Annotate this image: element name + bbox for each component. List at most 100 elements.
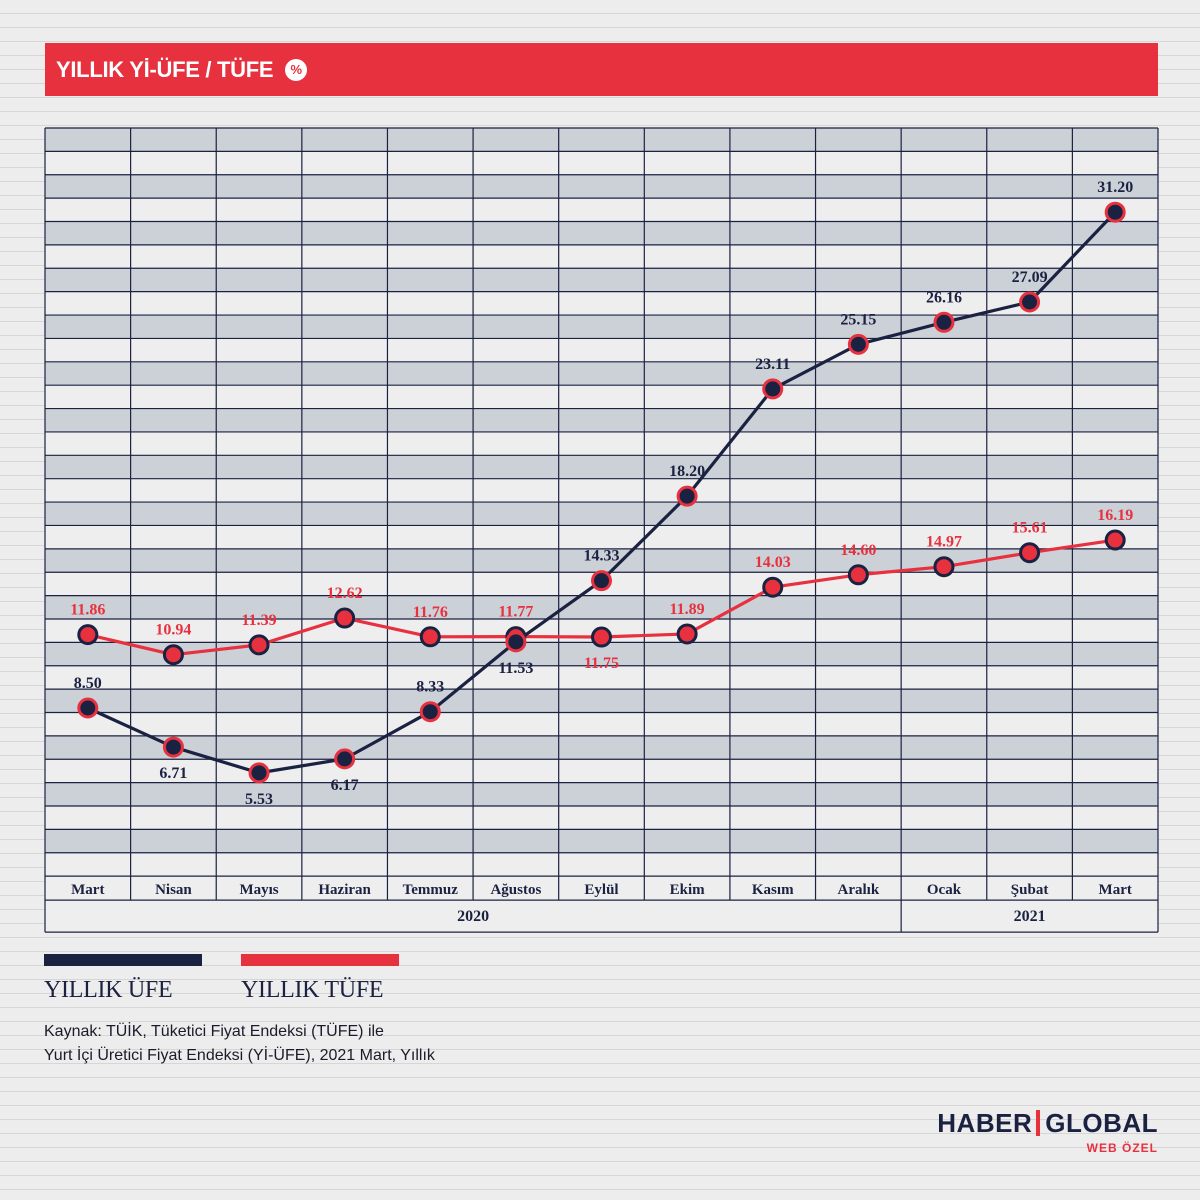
x-tick-label: Kasım	[752, 882, 794, 898]
tufe-point	[77, 624, 99, 646]
grid-row	[45, 174, 1158, 199]
year-label: 2020	[457, 908, 489, 925]
tufe-point	[248, 634, 270, 656]
ufe-data-label: 6.17	[331, 777, 359, 794]
tufe-point	[419, 626, 441, 648]
grid-row	[45, 338, 1158, 362]
percent-icon: %	[285, 58, 308, 81]
ufe-data-label: 25.15	[840, 311, 876, 328]
grid-row	[45, 548, 1158, 573]
ufe-data-label: 26.16	[926, 289, 962, 306]
grid-row	[45, 128, 1158, 152]
x-tick-label: Haziran	[318, 882, 371, 898]
ufe-data-label: 11.53	[498, 660, 533, 677]
ufe-point	[419, 701, 441, 723]
ufe-point	[505, 631, 527, 653]
grid-row	[45, 525, 1158, 549]
legend-swatch-tufe	[241, 954, 399, 966]
tufe-point	[162, 644, 184, 666]
grid-row	[45, 735, 1158, 760]
tufe-data-label: 11.86	[70, 602, 105, 619]
grid-row	[45, 151, 1158, 175]
x-tick-label: Aralık	[838, 882, 880, 898]
grid-row	[45, 782, 1158, 807]
grid-row	[45, 712, 1158, 736]
grid-row	[45, 244, 1158, 269]
tufe-data-label: 14.03	[755, 554, 791, 571]
grid-row	[45, 665, 1158, 690]
tufe-point	[676, 623, 698, 645]
grid-row	[45, 689, 1158, 713]
grid-row	[45, 315, 1158, 339]
grid-row	[45, 268, 1158, 292]
x-tick-label: Mayıs	[239, 882, 278, 898]
tufe-point	[1104, 529, 1126, 551]
ufe-point	[933, 311, 955, 333]
brand-logo: HABER GLOBAL WEB ÖZEL	[930, 1108, 1158, 1155]
tufe-point	[847, 564, 869, 586]
grid-row	[45, 502, 1158, 526]
logo-subtitle: WEB ÖZEL	[1086, 1141, 1158, 1155]
x-tick-label: Nisan	[155, 882, 192, 898]
tufe-point	[762, 576, 784, 598]
grid-row	[45, 478, 1158, 503]
x-tick-label: Şubat	[1011, 882, 1049, 898]
tufe-data-label: 16.19	[1097, 507, 1133, 524]
ufe-point	[591, 570, 612, 592]
legend-swatch-ufe	[44, 954, 202, 966]
source-line-2: Yurt İçi Üretici Fiyat Endeksi (Yİ-ÜFE),…	[44, 1047, 435, 1064]
ufe-point	[77, 697, 99, 719]
tufe-data-label: 11.39	[241, 612, 276, 629]
ufe-data-label: 5.53	[245, 791, 273, 808]
tufe-data-label: 11.77	[498, 604, 533, 621]
tufe-point	[933, 556, 955, 578]
x-tick-label: Mart	[1099, 882, 1132, 898]
source-note: Kaynak: TÜİK, Tüketici Fiyat Endeksi (TÜ…	[44, 1020, 435, 1068]
source-line-1: Kaynak: TÜİK, Tüketici Fiyat Endeksi (TÜ…	[44, 1023, 384, 1040]
ufe-point	[1104, 201, 1126, 223]
logo-part-2: GLOBAL	[1045, 1108, 1158, 1138]
tufe-data-label: 14.97	[926, 534, 962, 551]
grid-row	[45, 829, 1158, 853]
x-tick-label: Mart	[71, 882, 104, 898]
ufe-point	[762, 378, 784, 400]
tufe-data-label: 11.75	[584, 655, 619, 672]
grid-row	[45, 759, 1158, 783]
grid-row	[45, 431, 1158, 456]
logo-part-1: HABER	[937, 1108, 1033, 1138]
x-tick-label: Eylül	[584, 882, 618, 898]
ufe-data-label: 6.71	[159, 765, 187, 782]
ufe-point	[1019, 291, 1041, 313]
ufe-point	[847, 333, 869, 355]
ufe-data-label: 27.09	[1012, 269, 1048, 286]
tufe-data-label: 11.76	[413, 604, 448, 621]
x-tick-label: Ocak	[927, 882, 962, 898]
logo-separator	[1036, 1110, 1041, 1136]
x-tick-label: Temmuz	[403, 882, 459, 898]
tufe-data-label: 10.94	[155, 622, 191, 639]
tufe-data-label: 11.89	[670, 601, 705, 618]
grid-row	[45, 852, 1158, 877]
grid-row	[45, 642, 1158, 666]
tufe-point	[591, 626, 612, 648]
grid-row	[45, 595, 1158, 619]
tufe-point	[334, 607, 356, 629]
grid-row	[45, 806, 1158, 830]
ufe-data-label: 31.20	[1097, 179, 1133, 196]
x-tick-label: Ekim	[670, 882, 706, 898]
legend-label-tufe: YILLIK TÜFE	[241, 977, 384, 1003]
tufe-data-label: 15.61	[1012, 520, 1048, 537]
axis-area	[45, 876, 1158, 933]
title-bar: YILLIK Yİ-ÜFE / TÜFE %	[45, 43, 1158, 96]
ufe-data-label: 14.33	[584, 548, 620, 565]
ufe-point	[248, 762, 270, 784]
ufe-data-label: 18.20	[669, 463, 705, 480]
grid-row	[45, 385, 1158, 409]
ufe-point	[334, 748, 356, 770]
ufe-point	[162, 736, 184, 758]
chart-title: YILLIK Yİ-ÜFE / TÜFE	[56, 56, 274, 82]
grid-row	[45, 198, 1158, 222]
x-tick-label: Ağustos	[490, 882, 541, 898]
grid-row	[45, 361, 1158, 386]
